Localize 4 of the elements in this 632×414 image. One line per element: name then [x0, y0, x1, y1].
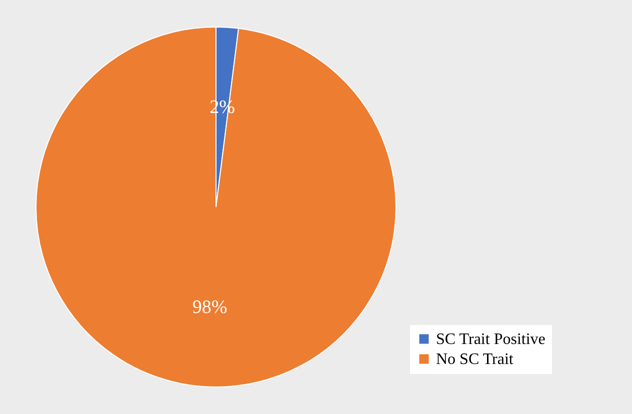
data-label: 98%	[192, 296, 228, 318]
pie-slice	[36, 26, 396, 388]
legend-label: SC Trait Positive	[436, 331, 546, 348]
legend-label: No SC Trait	[436, 351, 514, 368]
